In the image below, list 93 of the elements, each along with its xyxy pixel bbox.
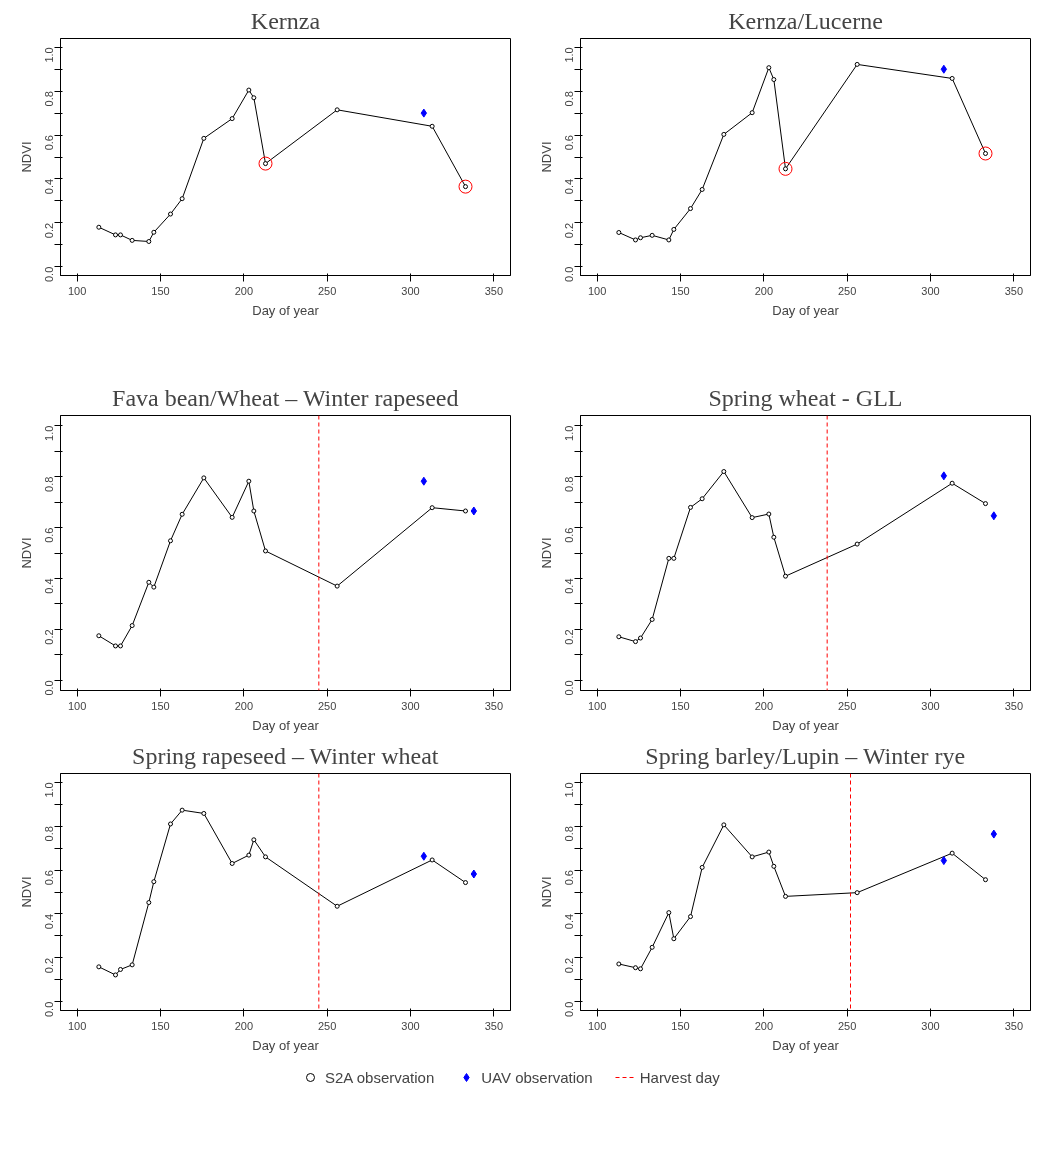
x-tick-label: 150 [671,699,690,712]
y-axis-title: NDVI [18,537,34,569]
x-tick-label: 150 [151,699,170,712]
legend-label: UAV observation [481,1068,593,1086]
x-tick-label: 250 [837,284,857,297]
y-tick-label: 0.4 [563,578,576,594]
chart-title: Kernza [250,7,321,34]
x-tick-label: 150 [671,284,690,297]
x-tick-label: 200 [234,1019,254,1032]
x-tick-label: 100 [67,699,87,712]
x-tick-label: 350 [484,699,504,712]
chart-title: Spring rapeseed – Winter wheat [132,742,439,769]
y-tick-label: 0.2 [43,222,56,239]
x-tick-label: 200 [234,699,254,712]
y-tick-label: 0.6 [563,527,576,543]
x-tick-label: 100 [587,699,607,712]
y-tick-label: 1.0 [43,782,56,798]
y-tick-label: 0.4 [43,913,56,930]
y-tick-label: 1.0 [563,782,576,798]
y-tick-label: 0.8 [563,476,576,492]
x-tick-label: 300 [921,284,940,297]
x-tick-label: 100 [587,284,607,297]
y-tick-label: 0.0 [563,266,576,283]
x-tick-label: 350 [484,284,504,297]
x-tick-label: 300 [921,1019,940,1032]
chart-title: Kernza/Lucerne [728,7,883,34]
x-tick-label: 350 [484,1019,504,1032]
x-axis-title: Day of year [772,1037,840,1053]
y-tick-label: 0.0 [563,1001,576,1018]
x-tick-label: 350 [1004,1019,1024,1032]
y-tick-label: 0.4 [43,178,56,195]
y-tick-label: 0.6 [43,870,56,886]
y-tick-label: 0.2 [563,629,576,645]
y-tick-label: 1.0 [43,425,56,441]
y-tick-label: 0.4 [563,178,576,195]
y-tick-label: 1.0 [563,425,576,441]
y-tick-label: 0.8 [43,476,56,492]
chart-title: Fava bean/Wheat – Winter rapeseed [112,384,459,411]
x-tick-label: 300 [921,699,940,712]
x-tick-label: 350 [1004,699,1024,712]
y-tick-label: 0.6 [563,870,576,886]
y-tick-label: 0.8 [563,826,576,842]
x-tick-label: 350 [1004,284,1024,297]
x-axis-title: Day of year [772,717,840,733]
y-tick-label: 0.8 [43,826,56,842]
y-tick-label: 0.4 [43,578,56,594]
legend-label: Harvest day [639,1068,720,1086]
y-tick-label: 0.0 [43,1001,56,1018]
chart-title: Spring barley/Lupin – Winter rye [645,742,966,769]
x-tick-label: 200 [754,699,774,712]
x-tick-label: 100 [587,1019,607,1032]
legend-label: S2A observation [325,1068,435,1086]
x-tick-label: 300 [401,699,420,712]
x-tick-label: 100 [67,1019,87,1032]
y-tick-label: 0.2 [563,957,576,974]
x-tick-label: 300 [401,1019,420,1032]
x-tick-label: 150 [671,1019,690,1032]
y-tick-label: 1.0 [563,47,576,63]
x-tick-label: 200 [234,284,254,297]
y-tick-label: 0.8 [43,91,56,107]
x-axis-title: Day of year [252,1037,320,1053]
y-tick-label: 0.4 [563,913,576,930]
y-tick-label: 0.0 [563,680,576,696]
y-axis-title: NDVI [538,876,554,908]
x-tick-label: 200 [754,1019,774,1032]
y-axis-title: NDVI [538,141,554,173]
y-tick-label: 0.0 [43,680,56,696]
y-tick-label: 0.2 [43,629,56,645]
y-tick-label: 1.0 [43,47,56,63]
y-tick-label: 0.0 [43,266,56,283]
y-axis-title: NDVI [538,537,554,569]
x-tick-label: 150 [151,284,170,297]
x-tick-label: 250 [317,284,337,297]
chart-title: Spring wheat - GLL [708,384,903,411]
x-tick-label: 200 [754,284,774,297]
y-tick-label: 0.6 [43,135,56,151]
x-axis-title: Day of year [772,302,840,318]
x-tick-label: 250 [837,1019,857,1032]
x-tick-label: 150 [151,1019,170,1032]
x-axis-title: Day of year [252,302,320,318]
y-tick-label: 0.2 [43,957,56,974]
x-axis-title: Day of year [252,717,320,733]
x-tick-label: 300 [401,284,420,297]
y-tick-label: 0.6 [43,527,56,543]
x-tick-label: 250 [317,1019,337,1032]
y-tick-label: 0.2 [563,222,576,239]
y-axis-title: NDVI [18,141,34,173]
x-tick-label: 100 [67,284,87,297]
y-tick-label: 0.8 [563,91,576,107]
x-tick-label: 250 [317,699,337,712]
y-axis-title: NDVI [18,876,34,908]
y-tick-label: 0.6 [563,135,576,151]
x-tick-label: 250 [837,699,857,712]
